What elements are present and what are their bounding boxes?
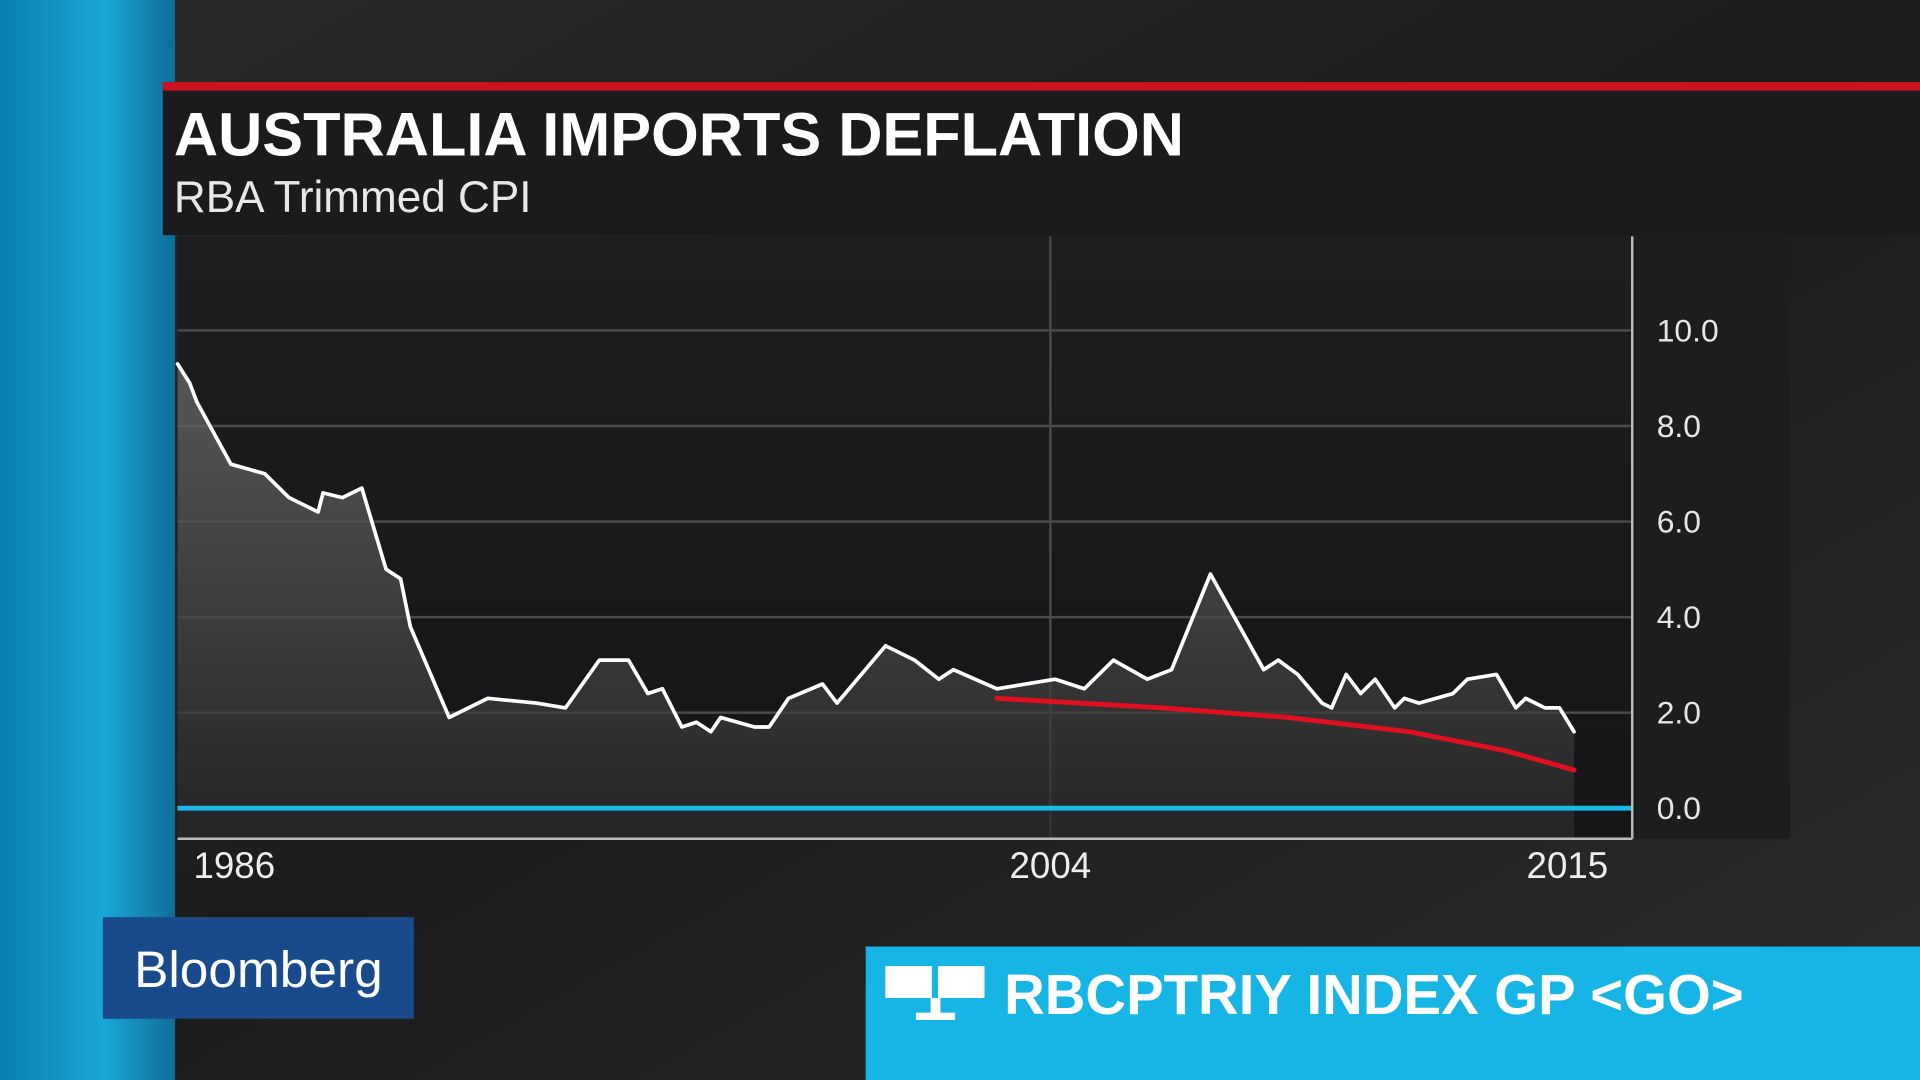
base [915, 1012, 956, 1020]
stand [930, 997, 941, 1016]
x-tick-label: 2004 [1010, 845, 1092, 886]
axis-panel [1632, 236, 1791, 839]
area [177, 363, 1575, 839]
terminal-icon [885, 966, 985, 1020]
chart-title: AUSTRALIA IMPORTS DEFLATION [174, 101, 1184, 169]
screen-right [937, 966, 985, 998]
y-tick-label: 0.0 [1657, 790, 1701, 826]
y-tick-label: 10.0 [1657, 312, 1719, 348]
y-tick-label: 2.0 [1657, 695, 1701, 731]
logo-box [102, 917, 414, 1019]
plot [175, 236, 1633, 839]
line [175, 362, 1576, 734]
ticker-box [865, 946, 1920, 1080]
y-tick-label: 6.0 [1657, 504, 1701, 540]
x-tick-label: 2015 [1527, 845, 1609, 886]
y-tick-label: 8.0 [1657, 408, 1701, 444]
x-tick-label: 1986 [193, 845, 275, 886]
ticker-command: RBCPTRIY INDEX GP <GO> [1004, 963, 1744, 1026]
chart-subtitle: RBA Trimmed CPI [174, 173, 532, 222]
line [994, 695, 1577, 773]
title-panel [162, 82, 1920, 236]
logo: Bloomberg [134, 940, 383, 998]
title-rule [162, 82, 1920, 91]
side-strip [0, 0, 176, 1080]
screen-left [885, 966, 932, 998]
y-tick-label: 4.0 [1657, 599, 1701, 635]
